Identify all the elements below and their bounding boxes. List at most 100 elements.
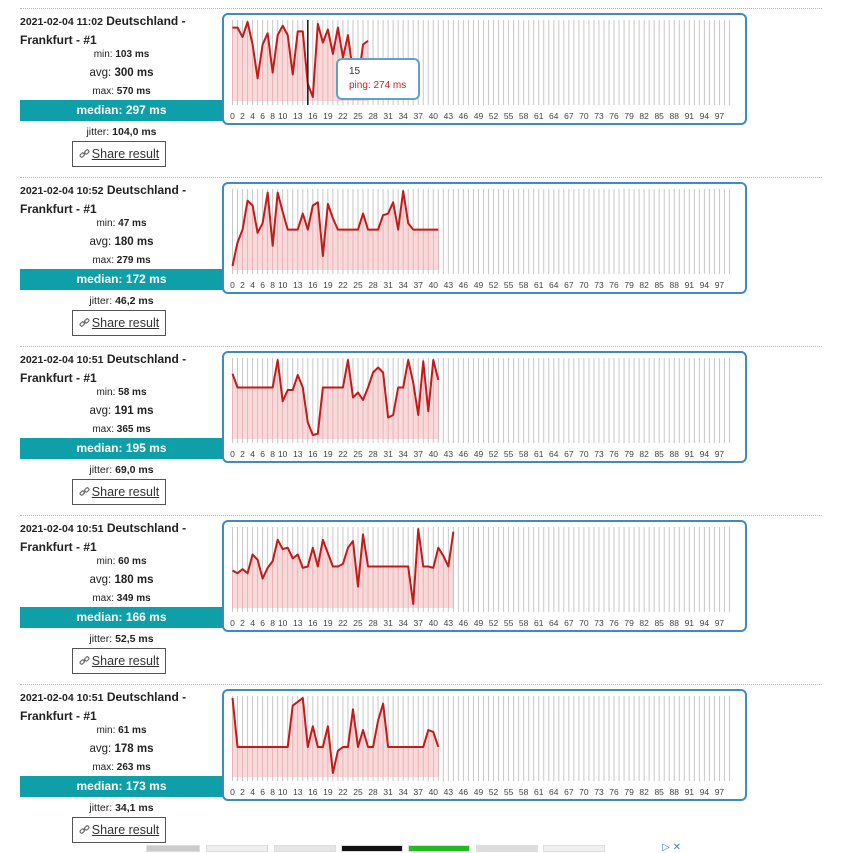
x-tick-label: 79 [624,111,634,121]
jitter-value: 52,5 ms [115,633,154,645]
ad-thumb[interactable] [408,845,470,852]
ad-thumb[interactable] [274,845,336,852]
x-tick-label: 55 [504,618,514,628]
x-tick-label: 22 [338,280,348,290]
avg-value: 180 ms [114,236,153,248]
jitter-value: 104,0 ms [112,126,156,138]
x-tick-label: 82 [639,618,649,628]
x-tick-label: 67 [564,449,574,459]
share-result-button[interactable]: Share result [72,648,166,674]
x-tick-label: 28 [368,111,378,121]
location-line2: Frankfurt - #1 [20,709,97,723]
avg-value: 180 ms [114,574,153,586]
x-tick-label: 79 [624,449,634,459]
x-tick-label: 34 [398,111,408,121]
result-block: 2021-02-04 10:51 Deutschland -Frankfurt … [20,689,780,849]
x-tick-label: 8 [270,280,275,290]
x-tick-label: 52 [489,280,499,290]
result-block: 2021-02-04 10:51 Deutschland -Frankfurt … [20,520,780,680]
adchoices-icon[interactable]: ▷ ✕ [662,842,681,853]
timestamp: 2021-02-04 10:51 [20,523,103,535]
x-tick-label: 19 [323,618,333,628]
share-result-label[interactable]: Share result [92,147,159,161]
x-tick-label: 25 [353,787,363,797]
x-tick-label: 46 [459,618,469,628]
x-tick-label: 22 [338,449,348,459]
max-stat: max: 365 ms [20,424,223,435]
ad-thumb[interactable] [146,845,200,852]
median-label: median: [76,441,122,455]
x-tick-label: 25 [353,111,363,121]
timestamp: 2021-02-04 10:51 [20,692,103,704]
avg-value: 178 ms [114,743,153,755]
separator [20,684,822,685]
x-tick-label: 22 [338,618,348,628]
x-tick-label: 43 [444,111,454,121]
share-result-button[interactable]: Share result [72,141,166,167]
link-icon [79,819,90,843]
x-tick-label: 85 [654,449,664,459]
jitter-label: jitter: [86,126,109,138]
ad-thumb[interactable] [341,845,403,852]
timestamp: 2021-02-04 11:02 [20,16,103,28]
share-result-button[interactable]: Share result [72,817,166,843]
share-result-button[interactable]: Share result [72,310,166,336]
x-tick-label: 19 [323,280,333,290]
x-tick-label: 88 [670,111,680,121]
x-tick-label: 88 [670,618,680,628]
x-tick-label: 25 [353,618,363,628]
share-result-label[interactable]: Share result [92,654,159,668]
ad-thumb[interactable] [206,845,268,852]
x-tick-label: 79 [624,787,634,797]
x-tick-label: 73 [594,280,604,290]
x-tick-label: 34 [398,280,408,290]
x-tick-label: 46 [459,111,469,121]
x-tick-label: 52 [489,449,499,459]
x-tick-label: 67 [564,280,574,290]
jitter-stat: jitter: 46,2 ms [20,295,223,307]
share-result-button[interactable]: Share result [72,479,166,505]
x-tick-label: 61 [534,449,544,459]
share-result-label[interactable]: Share result [92,823,159,837]
min-stat: min: 61 ms [20,725,223,736]
max-value: 279 ms [117,255,151,266]
x-tick-label: 55 [504,111,514,121]
share-result-label[interactable]: Share result [92,316,159,330]
avg-stat: avg: 300 ms [20,67,223,79]
x-tick-label: 61 [534,280,544,290]
min-label: min: [96,556,115,567]
x-tick-label: 61 [534,618,544,628]
avg-label: avg: [90,67,112,79]
x-tick-label: 76 [609,280,619,290]
series-area [233,360,439,439]
x-tick-label: 6 [260,787,265,797]
x-tick-label: 0 [230,111,235,121]
x-tick-label: 2 [240,449,245,459]
x-tick-label: 13 [293,111,303,121]
max-stat: max: 279 ms [20,255,223,266]
x-tick-label: 82 [639,280,649,290]
x-tick-label: 28 [368,449,378,459]
ad-thumb[interactable] [476,845,538,852]
ad-thumb[interactable] [543,845,605,852]
x-tick-label: 91 [685,787,695,797]
ad-close-icon[interactable]: ✕ [673,842,681,853]
share-result-label[interactable]: Share result [92,485,159,499]
x-tick-label: 13 [293,787,303,797]
avg-stat: avg: 180 ms [20,236,223,248]
x-tick-label: 43 [444,449,454,459]
x-tick-label: 34 [398,787,408,797]
x-tick-label: 31 [383,280,393,290]
ad-banner[interactable]: ▷ ✕ [138,843,683,852]
x-tick-label: 97 [715,618,725,628]
median-label: median: [76,272,122,286]
tooltip-x: 15 [349,65,418,79]
max-value: 263 ms [117,762,151,773]
max-label: max: [92,762,114,773]
